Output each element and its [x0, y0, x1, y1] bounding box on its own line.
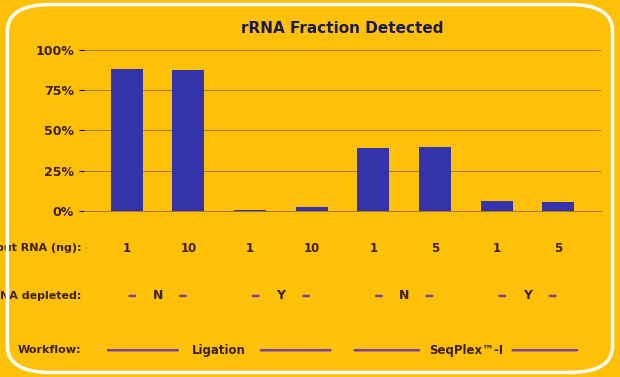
Text: 1: 1 [370, 242, 378, 255]
Text: 10: 10 [180, 242, 197, 255]
Text: Workflow:: Workflow: [17, 345, 81, 355]
Text: Y: Y [523, 290, 532, 302]
Title: rRNA Fraction Detected: rRNA Fraction Detected [241, 21, 444, 36]
Bar [357, 148, 389, 211]
Text: 1: 1 [492, 242, 501, 255]
Text: N: N [399, 290, 409, 302]
Text: SeqPlex™-I: SeqPlex™-I [429, 344, 503, 357]
Bar [172, 70, 205, 211]
Text: N: N [153, 290, 163, 302]
Text: 10: 10 [304, 242, 320, 255]
Bar [111, 69, 143, 211]
Bar [542, 202, 574, 211]
Text: Ligation: Ligation [192, 344, 246, 357]
Text: Input RNA (ng):: Input RNA (ng): [0, 244, 81, 253]
Text: Y: Y [277, 290, 285, 302]
Bar [296, 207, 328, 211]
Text: rRNA depleted:: rRNA depleted: [0, 291, 81, 301]
Bar [480, 201, 513, 211]
Text: 5: 5 [431, 242, 439, 255]
Text: 1: 1 [123, 242, 131, 255]
Bar [234, 210, 266, 211]
Bar [419, 147, 451, 211]
Text: 5: 5 [554, 242, 562, 255]
Text: 1: 1 [246, 242, 254, 255]
